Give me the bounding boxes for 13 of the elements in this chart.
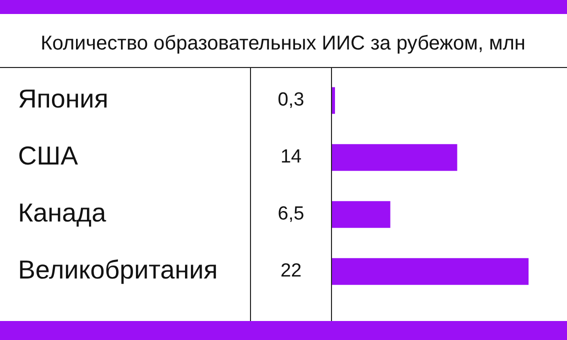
y-tick-label: Япония <box>18 84 108 114</box>
y-tick-label: Великобритания <box>18 254 218 285</box>
data-label: 0,3 <box>278 90 304 111</box>
bar <box>332 258 529 285</box>
data-label: 6,5 <box>278 204 304 225</box>
bar <box>332 201 390 228</box>
y-tick-label: США <box>18 140 79 171</box>
data-label: 22 <box>280 260 302 282</box>
bar <box>332 144 458 171</box>
chart-title: Количество образовательных ИИС за рубежом, млн <box>40 32 526 55</box>
bar <box>332 87 336 114</box>
y-tick-label: Канада <box>18 198 107 228</box>
data-label: 14 <box>280 146 302 168</box>
